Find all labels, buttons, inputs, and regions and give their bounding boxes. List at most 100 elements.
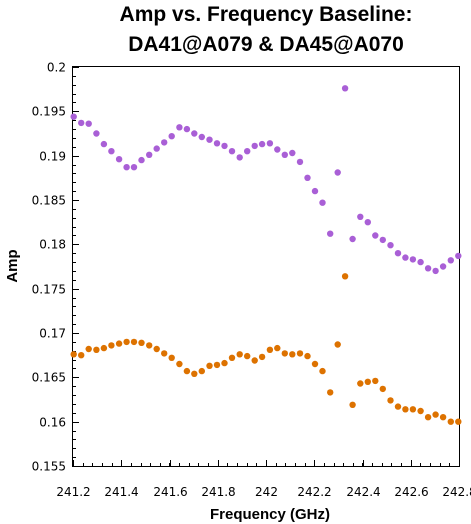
series-1-point	[115, 156, 123, 163]
series-1-point	[327, 230, 334, 237]
x-tick-label: 242.6	[394, 485, 428, 499]
series-1-point	[311, 187, 319, 195]
series-1-point	[349, 235, 356, 243]
series-2-point	[191, 370, 198, 377]
series-1-point	[213, 140, 221, 147]
series-2-point	[311, 360, 319, 368]
series-1-point	[402, 254, 409, 261]
series-2-point	[281, 350, 288, 357]
series-1-point	[258, 140, 266, 148]
series-2-point	[251, 357, 258, 364]
series-2-point	[221, 359, 228, 367]
series-1-point	[387, 242, 394, 249]
x-tick-label: 241.2	[56, 485, 90, 499]
series-2-point	[372, 377, 379, 385]
series-2-point	[364, 378, 371, 385]
series-1-point	[198, 133, 205, 141]
y-tick-label: 0.155	[32, 460, 66, 474]
series-1-point	[424, 265, 432, 272]
y-tick-label: 0.18	[39, 238, 66, 252]
series-1-point	[206, 136, 213, 143]
y-tick-label: 0.165	[32, 371, 66, 385]
series-2-point	[153, 345, 160, 353]
series-2-point	[198, 367, 205, 375]
series-2-point	[206, 362, 213, 369]
series-1-point	[221, 142, 228, 150]
series-1-point	[228, 148, 236, 155]
y-tick-label: 0.175	[32, 283, 66, 297]
series-1-point	[78, 119, 85, 127]
x-axis: 241.2 241.4 241.6 241.8 242 242.2 242.4 242.6 24…	[56, 460, 471, 499]
series-2-point	[78, 352, 85, 359]
series-1-point	[93, 130, 100, 137]
series-1-point	[70, 113, 77, 120]
series-1-point	[138, 156, 145, 164]
series-2-point	[394, 403, 402, 410]
series-2-point	[115, 340, 123, 347]
series-2-point	[327, 389, 334, 396]
series-1-point	[439, 263, 447, 270]
series-1-point	[289, 149, 296, 157]
series-1-point	[281, 151, 288, 158]
series-2-point	[439, 414, 447, 421]
chart-title-line-2: DA41@A079 & DA45@A070	[128, 33, 404, 56]
series-2-point	[289, 351, 296, 358]
series-1-point	[183, 125, 191, 133]
series-2-point	[93, 346, 100, 353]
series-2-point	[183, 367, 191, 375]
x-tick-label: 241.4	[104, 485, 138, 499]
series-1-point	[123, 164, 130, 171]
data-points	[70, 85, 462, 425]
y-tick-label: 0.185	[32, 194, 66, 208]
series-1-point	[153, 145, 160, 152]
series-1-point	[319, 199, 326, 206]
y-tick-label: 0.19	[39, 150, 66, 164]
series-2-point	[387, 397, 394, 404]
series-1-point	[341, 85, 349, 92]
y-tick-label: 0.195	[32, 105, 66, 119]
series-1-point	[334, 169, 341, 176]
series-2-point	[213, 361, 221, 369]
series-1-point	[108, 148, 115, 155]
series-1-point	[236, 154, 243, 161]
series-1-point	[379, 236, 386, 244]
series-1-point	[394, 250, 402, 257]
series-2-point	[447, 418, 454, 425]
series-2-point	[341, 273, 349, 280]
chart-title-line-1: Amp vs. Frequency Baseline:	[120, 3, 413, 26]
series-1-point	[364, 219, 371, 226]
series-2-point	[432, 411, 439, 418]
x-tick-label: 242.8	[442, 485, 471, 499]
series-2-point	[357, 380, 364, 387]
series-2-point	[266, 346, 274, 353]
series-2-point	[274, 344, 281, 352]
series-2-point	[161, 350, 168, 357]
x-tick-label: 242	[255, 485, 278, 499]
x-tick-label: 241.8	[201, 485, 235, 499]
series-1-point	[244, 148, 251, 155]
series-2-point	[379, 385, 386, 393]
series-1-point	[176, 124, 183, 131]
series-2-point	[108, 342, 115, 349]
series-1-point	[191, 130, 198, 137]
series-2-point	[130, 338, 138, 346]
y-axis: 0.155 0.16 0.165 0.17 0.175 0.18 0.185 0.19 0.19…	[32, 61, 79, 474]
series-1-point	[100, 140, 108, 148]
series-2-point	[296, 350, 304, 357]
series-2-point	[319, 367, 326, 375]
series-1-point	[266, 140, 274, 147]
series-2-point	[417, 407, 424, 415]
series-1-point	[296, 158, 304, 166]
series-1-point	[372, 232, 379, 239]
y-tick-label: 0.16	[39, 416, 66, 430]
series-2-point	[424, 414, 432, 421]
series-1-point	[130, 164, 138, 171]
series-2-point	[146, 342, 153, 349]
x-tick-label: 242.4	[346, 485, 380, 499]
x-axis-label: Frequency (GHz)	[210, 506, 330, 523]
y-tick-label: 0.17	[39, 327, 66, 341]
series-1-point	[168, 133, 175, 140]
series-1-point	[85, 120, 92, 127]
series-2-point	[244, 352, 251, 360]
